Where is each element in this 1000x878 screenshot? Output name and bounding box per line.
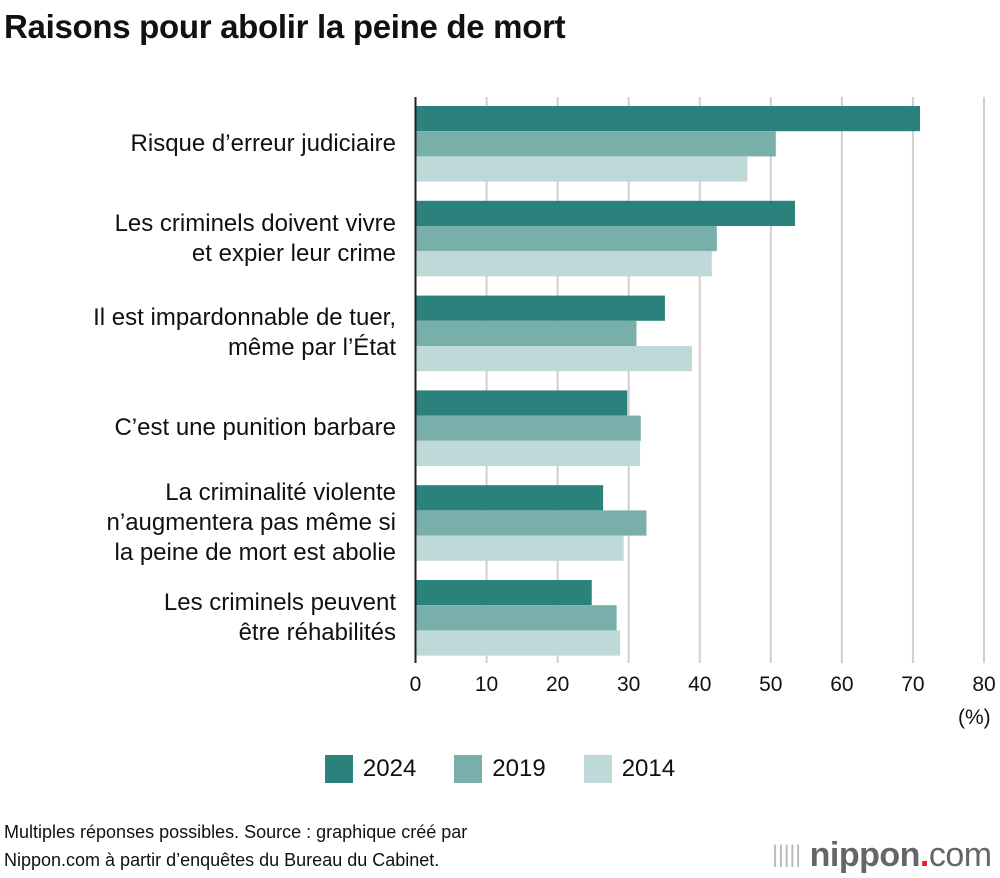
legend-label: 2019 [492, 755, 546, 782]
logo-bars-icon: ||||| [772, 841, 801, 868]
bar-2019 [416, 605, 617, 631]
legend-label: 2024 [362, 755, 417, 782]
bar-2014 [416, 440, 641, 466]
bar-2019 [416, 320, 637, 346]
footer-line-2: Nippon.com à partir d’enquêtes du Bureau… [4, 850, 440, 870]
x-tick-label: 30 [617, 673, 641, 696]
legend-swatch [324, 755, 353, 783]
nippon-logo: ||||| nippon.com [772, 836, 992, 874]
legend-label: 2014 [621, 755, 676, 782]
x-tick-label: 70 [901, 673, 925, 696]
bar-2024 [416, 295, 665, 321]
category-label: Il est impardonnable de tuer, même par l… [93, 304, 396, 362]
bar-2019 [416, 415, 641, 441]
bar-2019 [416, 131, 776, 157]
x-tick-label: 50 [759, 673, 783, 696]
chart-title: Raisons pour abolir la peine de mort [4, 8, 566, 45]
footer-line-1: Multiples réponses possibles. Source : g… [4, 822, 468, 842]
bar-2024 [416, 485, 604, 511]
category-label: Risque d’erreur judiciaire [130, 129, 396, 157]
bar-2014 [416, 630, 621, 656]
bar-2024 [416, 580, 592, 606]
bar-2024 [416, 200, 795, 226]
bar-2014 [416, 535, 624, 561]
legend: 2024 2019 2014 [0, 755, 1000, 783]
x-tick-label: 60 [830, 673, 854, 696]
legend-item: 2019 [454, 755, 546, 783]
legend-swatch [583, 755, 612, 783]
category-label: La criminalité violente n’augmentera pas… [106, 479, 396, 566]
bar-2019 [416, 510, 647, 536]
x-tick-label: 80 [972, 673, 996, 696]
category-label: Les criminels doivent vivre et expier le… [114, 209, 396, 267]
category-label: C’est une punition barbare [114, 414, 396, 442]
bar-2024 [416, 390, 628, 416]
x-tick-label: 10 [474, 673, 499, 696]
x-tick-label: 20 [545, 673, 570, 696]
x-tick-label: 40 [688, 673, 712, 696]
legend-item: 2014 [583, 755, 676, 783]
bar-2024 [416, 106, 921, 132]
category-label: Les criminels peuvent être réhabilités [163, 588, 396, 646]
bar-2014 [416, 346, 692, 372]
legend-swatch [454, 755, 483, 783]
bar-2019 [416, 226, 717, 252]
bar-2014 [416, 156, 748, 182]
footer-note: Multiples réponses possibles. Source : g… [4, 818, 467, 874]
x-axis-unit: (%) [958, 706, 991, 729]
legend-item: 2024 [324, 755, 417, 783]
x-tick-label: 0 [409, 673, 422, 696]
bar-2014 [416, 251, 712, 277]
